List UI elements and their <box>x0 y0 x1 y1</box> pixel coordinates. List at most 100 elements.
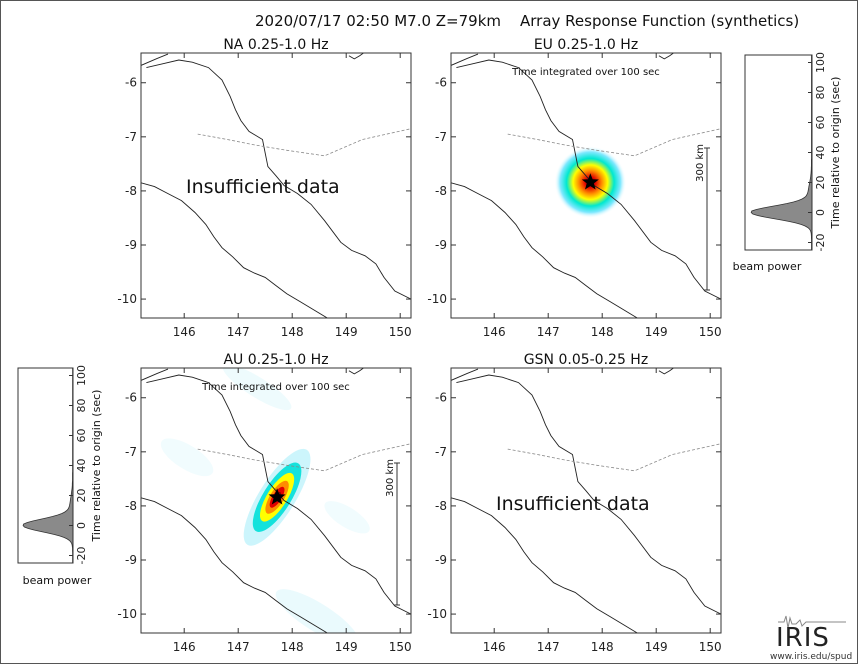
na-panel: 146 147 148 149 150 -6 -7 -8 -9 -10 NA 0.25-1.0 Hz… <box>117 37 411 339</box>
y-tick-label: -9 <box>435 238 447 252</box>
time-tick-label: 80 <box>814 86 827 100</box>
x-tick-label: 150 <box>699 640 722 654</box>
iris-logo: IRIS www.iris.edu/spud <box>770 615 852 662</box>
coastline-0 <box>146 374 411 615</box>
gsn-panel: 146 147 148 149 150 -6 -7 -8 -9 -10 GSN 0.05-0.25 … <box>427 352 721 654</box>
epicenter-star <box>581 173 599 190</box>
product-title: Array Response Function (synthetics) <box>520 12 800 30</box>
y-tick-label: -10 <box>427 607 447 621</box>
event-title: 2020/07/17 02:50 M7.0 Z=79km <box>255 12 502 30</box>
border-line <box>507 443 721 472</box>
x-tick-label: 146 <box>173 640 196 654</box>
coastline-3 <box>658 53 674 60</box>
time-tick-label: 100 <box>814 52 827 73</box>
x-tick-label: 150 <box>699 325 722 339</box>
y-tick-label: -8 <box>435 184 447 198</box>
scale-bar-label: 300 km <box>695 144 706 182</box>
x-tick-label: 146 <box>173 325 196 339</box>
y-tick-label: -7 <box>435 445 447 459</box>
y-tick-label: -8 <box>125 184 137 198</box>
y-tick-label: -8 <box>125 499 137 513</box>
coastline-2 <box>451 368 479 381</box>
y-tick-label: -6 <box>435 391 447 405</box>
time-axis-label: Time relative to origin (sec) <box>829 77 842 230</box>
x-tick-label: 147 <box>537 325 560 339</box>
eu-panel: 146 147 148 149 150 -6 -7 -8 -9 -10 EU 0.25-1.0 Hz… <box>427 37 721 339</box>
coastline-0 <box>456 374 721 615</box>
time-tick-label: 20 <box>814 176 827 190</box>
y-tick-label: -9 <box>125 553 137 567</box>
insufficient-data-label: Insufficient data <box>186 176 340 198</box>
x-tick-label: 147 <box>227 325 250 339</box>
y-tick-label: -8 <box>435 499 447 513</box>
y-tick-label: -10 <box>427 292 447 306</box>
beam-power-area <box>750 54 813 251</box>
y-tick-label: -9 <box>125 238 137 252</box>
time-tick-label: 0 <box>75 522 88 529</box>
x-tick-label: 149 <box>645 325 668 339</box>
au-panel: 146 147 148 149 150 -6 -7 -8 -9 -10 AU 0.25-1.0 Hz… <box>117 272 412 654</box>
time-tick-label: 80 <box>75 399 88 413</box>
time-tick-label: -20 <box>75 547 88 565</box>
sidelobe <box>176 272 295 363</box>
map-frame <box>140 52 412 319</box>
x-tick-label: 148 <box>281 640 304 654</box>
panel-title: EU 0.25-1.0 Hz <box>534 37 638 53</box>
x-tick-label: 147 <box>227 640 250 654</box>
coastline-2 <box>141 368 169 381</box>
x-tick-label: 148 <box>591 325 614 339</box>
insufficient-data-label: Insufficient data <box>496 493 650 515</box>
map-frame <box>450 367 722 634</box>
coastline-1 <box>141 497 328 633</box>
coastline-2 <box>451 53 479 66</box>
coastline-0 <box>456 59 721 300</box>
panel-subtitle: Time integrated over 100 sec <box>511 67 660 78</box>
coastline-1 <box>451 182 638 318</box>
time-tick-label: 60 <box>75 429 88 443</box>
time-axis-label: Time relative to origin (sec) <box>90 390 103 543</box>
x-tick-label: 148 <box>281 325 304 339</box>
x-tick-label: 146 <box>483 640 506 654</box>
sidelobe <box>160 438 214 477</box>
time-tick-label: 40 <box>75 459 88 473</box>
y-tick-label: -10 <box>117 292 137 306</box>
x-tick-label: 147 <box>537 640 560 654</box>
y-tick-label: -6 <box>435 76 447 90</box>
coastline-3 <box>658 368 674 375</box>
sidelobe <box>275 589 359 633</box>
panel-subtitle: Time integrated over 100 sec <box>201 382 350 393</box>
beam-power-area <box>22 367 74 564</box>
map-frame <box>450 52 722 319</box>
scale-bar-label: 300 km <box>385 459 396 497</box>
map-frame <box>140 367 412 634</box>
x-tick-label: 148 <box>591 640 614 654</box>
time-tick-label: 0 <box>814 209 827 216</box>
time-tick-label: 20 <box>75 489 88 503</box>
coastline-0 <box>146 59 411 300</box>
y-tick-label: -6 <box>125 391 137 405</box>
beam-power-label: beam power <box>23 574 92 587</box>
border-line <box>507 128 721 157</box>
x-tick-label: 149 <box>645 640 668 654</box>
y-tick-label: -10 <box>117 607 137 621</box>
beam-power-label: beam power <box>733 260 802 273</box>
coastline-1 <box>451 497 638 633</box>
panel-title: GSN 0.05-0.25 Hz <box>524 352 648 368</box>
sidelobe <box>324 501 370 534</box>
border-line <box>197 128 411 157</box>
x-tick-label: 149 <box>335 325 358 339</box>
panel-title: NA 0.25-1.0 Hz <box>223 37 328 53</box>
border-line <box>197 443 411 472</box>
iris-url: www.iris.edu/spud <box>770 652 852 662</box>
x-tick-label: 149 <box>335 640 358 654</box>
x-tick-label: 150 <box>389 325 412 339</box>
sidelobe <box>222 368 292 411</box>
y-tick-label: -7 <box>435 130 447 144</box>
time-tick-label: 60 <box>814 116 827 130</box>
y-tick-label: -7 <box>125 445 137 459</box>
coastline-3 <box>348 53 364 60</box>
